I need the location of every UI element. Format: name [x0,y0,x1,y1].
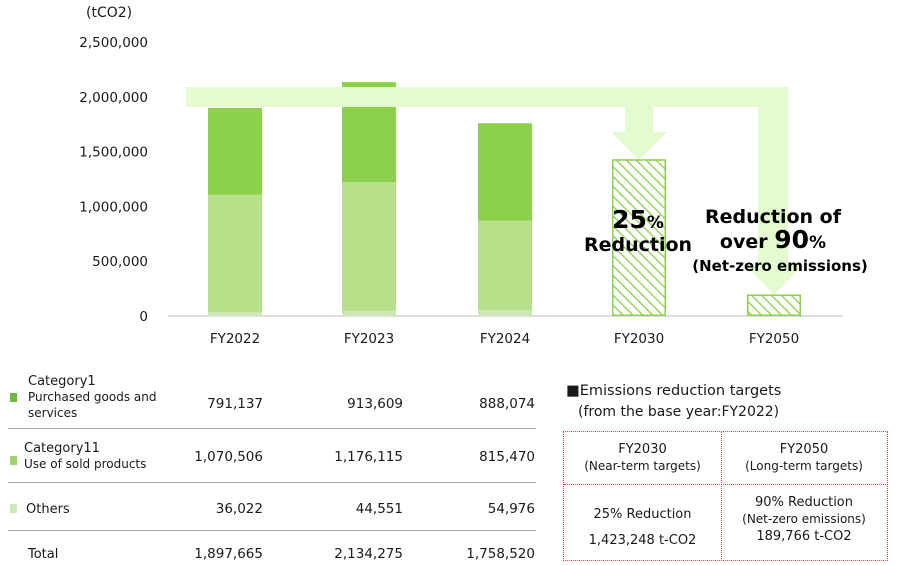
targets-row-divider [564,484,886,485]
row-total-label: Total [28,547,59,562]
x-tick-label: FY2050 [749,331,799,347]
y-tick-label: 0 [139,309,148,325]
y-tick-label: 2,000,000 [79,90,148,106]
table-cell: 1,897,665 [194,546,263,562]
target-fy2030-header: FY2030 (Near-term targets) [564,441,721,475]
y-tick-label: 500,000 [92,254,148,270]
bar-segment [478,220,532,310]
fy2050-over: over [720,231,774,253]
targets-title: ■Emissions reduction targets [566,383,782,399]
legend-category1-swatch [10,393,17,402]
fy2030-big-number: 25 [612,205,647,234]
bar-segment [478,309,532,316]
fy2030-annotation-word: Reduction [584,234,692,256]
y-axis-unit: (tCO2) [86,5,132,21]
y-tick-label: 1,500,000 [79,145,148,161]
table-cell: 888,074 [479,396,535,412]
x-tick-label: FY2030 [614,331,664,347]
fy2050-annotation-line1: Reduction of [705,206,842,228]
target-bar [747,294,801,317]
x-tick-label: FY2024 [480,331,530,347]
table-cell: 2,134,275 [334,546,403,562]
target-fy2050-subheader: (Long-term targets) [745,459,863,473]
fy2050-arrow [746,87,802,296]
table-cell: 913,609 [347,396,403,412]
x-tick-label: FY2023 [344,331,394,347]
fy2050-percent: % [809,233,826,253]
targets-box [563,431,888,561]
table-divider [8,530,536,531]
table-cell: 36,022 [215,501,263,517]
emissions-chart: (tCO2) 0 500,000 1,000,000 1,500,000 2,000,0… [79,5,868,347]
bar-segment [478,123,532,221]
x-tick-label: FY2022 [210,331,260,347]
row-category11-sublabel: Use of sold products [24,457,147,471]
table-cell: 1,758,520 [466,546,535,562]
target-fy2030-value: 25% Reduction 1,423,248 t-CO2 [588,507,697,548]
y-tick-label: 1,000,000 [79,199,148,215]
fy2030-annotation: 25% [612,205,664,234]
row-category1-label: Category1 Purchased goods and services [28,374,178,421]
targets-subtitle: (from the base year:FY2022) [578,404,780,420]
table-divider [8,482,536,483]
target-fy2050-value: 90% Reduction (Net-zero emissions) 189,7… [742,495,866,544]
reduction-arrow-band [186,87,786,107]
fy2030-arrow [611,107,667,161]
bar-segment [342,311,396,316]
row-category1-sublabel: Purchased goods and services [28,390,157,420]
fy2030-percent: % [647,213,664,233]
table-cell: 815,470 [479,449,535,465]
y-tick-label: 2,500,000 [79,35,148,51]
bar-segment [208,194,262,313]
fy2050-annotation-line2: over 90% [720,225,826,254]
bar-segment [208,312,262,316]
legend-others-swatch [10,504,17,513]
fy2050-annotation-line3: (Net-zero emissions) [692,257,868,275]
fy2050-big-number: 90 [774,225,809,254]
table-cell: 54,976 [487,501,535,517]
target-bar [612,159,666,316]
table-divider [8,428,536,429]
table-cell: 44,551 [355,501,403,517]
row-others-label: Others [26,502,70,517]
targets-col-divider [721,432,722,559]
table-cell: 1,176,115 [334,449,403,465]
target-fy2030-subheader: (Near-term targets) [584,459,701,473]
table-cell: 1,070,506 [194,449,263,465]
row-category11-label: Category11 Use of sold products [24,441,184,472]
legend-category11-swatch [10,456,17,465]
table-cell: 791,137 [207,396,263,412]
bar-segment [208,108,262,195]
target-fy2050-header: FY2050 (Long-term targets) [722,441,886,475]
bar-segment [342,182,396,312]
